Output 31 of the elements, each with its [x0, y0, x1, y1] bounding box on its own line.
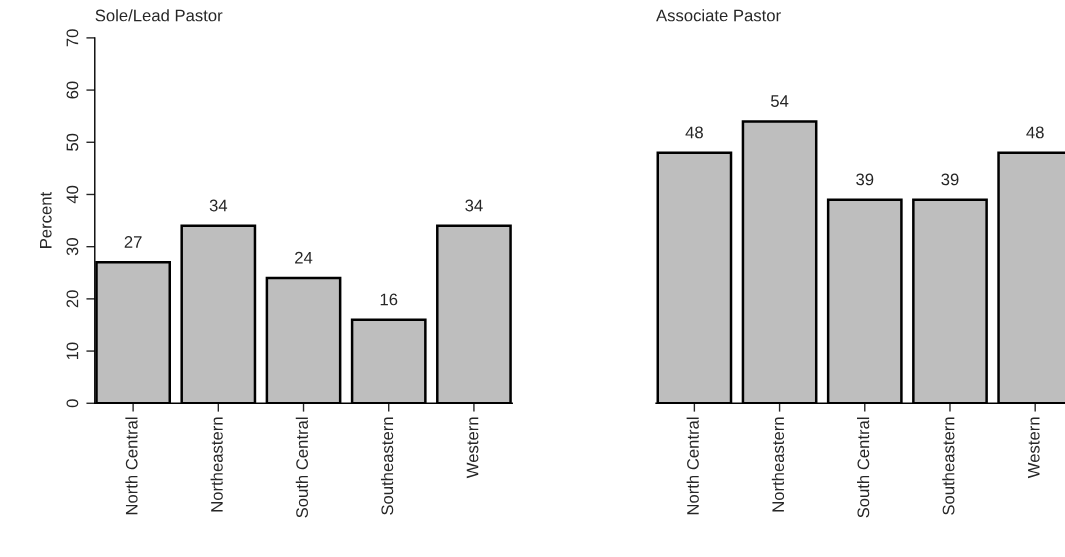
x-tick-label: Western: [466, 417, 479, 479]
y-tick-label: 30: [66, 238, 79, 256]
data-label: 48: [685, 126, 703, 139]
x-tick-label: South Central: [857, 417, 870, 518]
data-label: 16: [380, 293, 398, 306]
data-label: 54: [770, 95, 789, 107]
data-label: 34: [209, 199, 228, 212]
chart-title: Associate Pastor: [656, 9, 781, 22]
x-tick-label: Southeastern: [942, 417, 955, 515]
y-tick-label: 20: [66, 290, 79, 308]
x-tick-label: Northeastern: [771, 417, 785, 512]
chart-title: Sole/Lead Pastor: [95, 9, 223, 22]
data-label: 39: [941, 173, 959, 186]
data-label: 34: [465, 199, 483, 212]
y-tick-label: 50: [66, 133, 79, 151]
data-label: 48: [1026, 126, 1044, 139]
y-axis-title: Percent: [40, 191, 52, 248]
y-tick-label: 0: [66, 399, 79, 408]
y-tick-label: 60: [66, 81, 79, 99]
data-label: 39: [856, 173, 874, 186]
x-tick-label: South Central: [295, 417, 308, 518]
y-tick-label: 40: [66, 185, 79, 204]
x-tick-label: North Central: [125, 417, 138, 515]
data-label: 24: [295, 251, 313, 264]
x-tick-label: Northeastern: [210, 417, 223, 512]
x-tick-label: Western: [1028, 417, 1040, 479]
y-tick-label: 10: [66, 342, 79, 360]
data-label: 27: [124, 236, 142, 248]
x-tick-label: North Central: [686, 417, 699, 515]
x-tick-label: Southeastern: [380, 417, 394, 515]
y-tick-label: 70: [66, 29, 79, 47]
